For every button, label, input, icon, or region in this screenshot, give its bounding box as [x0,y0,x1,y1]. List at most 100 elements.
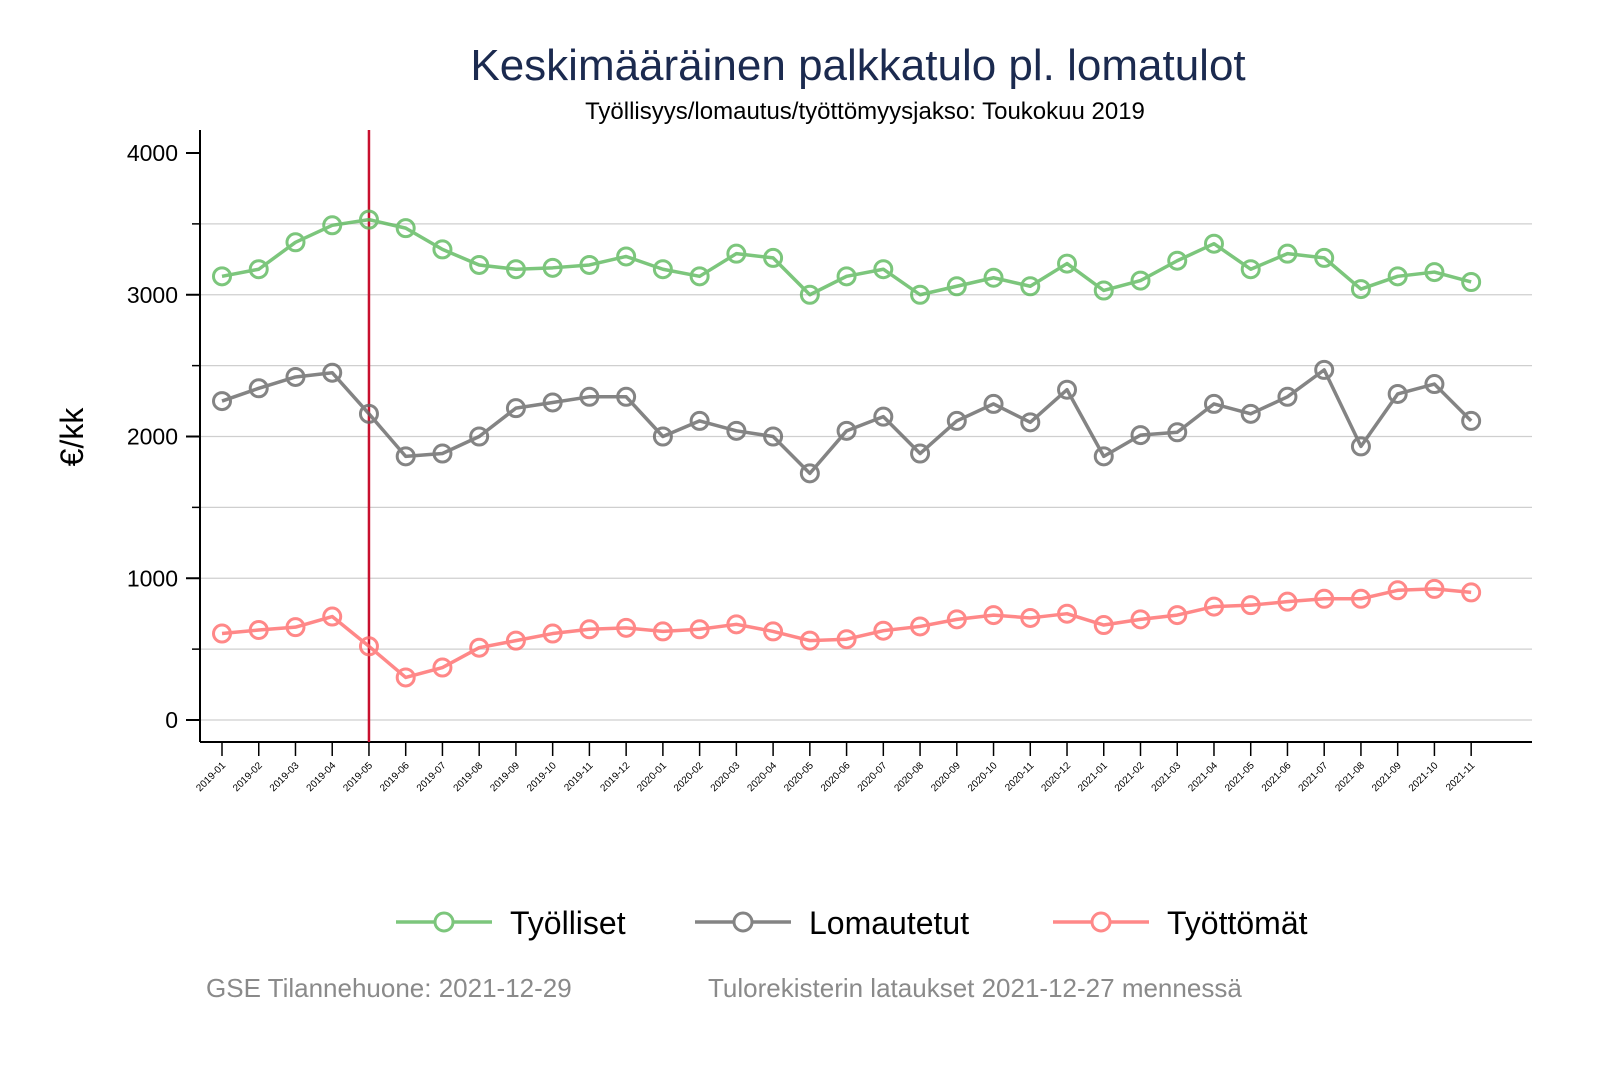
series-ty-tt-m-t [212,578,1482,688]
data-point [212,266,232,287]
data-point [1314,588,1335,609]
data-point [322,606,343,627]
x-tick-label: 2019-03 [268,760,302,794]
data-point [358,209,379,230]
x-tick-label: 2020-03 [709,760,743,794]
x-tick-label: 2020-08 [892,760,926,794]
x-tick-label: 2019-01 [194,760,228,794]
data-point [1203,233,1224,254]
series-line [221,217,1472,297]
series-line [221,368,1473,476]
data-point [542,392,563,413]
x-tick-label: 2020-10 [966,760,1000,794]
x-tick-label: 2019-06 [378,760,412,794]
data-point [1203,596,1224,617]
data-point [1167,605,1188,626]
legend-label: Lomautetut [809,905,969,941]
y-tick-label: 1000 [127,565,178,591]
data-point [799,463,820,484]
x-tick-label: 2020-02 [672,760,706,794]
data-point [322,215,343,236]
data-point [579,386,600,407]
data-point [873,259,894,280]
data-point [358,403,379,424]
x-tick-label: 2021-02 [1113,760,1147,794]
x-tick-label: 2020-12 [1039,760,1073,794]
data-point [542,257,563,278]
data-point [763,426,784,447]
data-point [432,443,453,464]
legend-item: Lomautetut [695,905,969,941]
data-point [1387,266,1408,287]
data-point [946,410,967,431]
data-point [212,623,232,644]
legend-marker [433,911,455,933]
x-tick-label: 2021-03 [1150,760,1184,794]
data-point [469,426,490,447]
legend-swatch [396,911,492,933]
data-point [726,420,747,441]
series-ty-lliset [212,209,1482,305]
x-tick-label: 2019-05 [341,760,375,794]
data-point [1387,580,1408,601]
series-group [212,209,1482,688]
data-point [763,621,784,642]
data-point [652,426,673,447]
data-point [1424,262,1445,283]
legend-label: Työlliset [510,905,626,941]
footnote-data-cutoff: Tulorekisterin lataukset 2021-12-27 menn… [708,973,1242,1003]
data-point [469,254,490,275]
footnote-source: GSE Tilannehuone: 2021-12-29 [206,973,572,1003]
data-point [946,276,967,297]
data-point [1350,436,1371,457]
data-point [1130,609,1151,630]
data-point [1057,603,1078,624]
data-point [799,630,820,651]
x-tick-label: 2019-12 [599,760,633,794]
x-tick-label: 2021-10 [1407,760,1441,794]
data-point [1167,250,1188,271]
y-tick-label: 0 [165,707,178,733]
x-tick-label: 2019-07 [415,760,449,794]
legend-label: Työttömät [1167,905,1308,941]
data-point [616,617,637,638]
data-point [1350,279,1371,300]
data-point [505,630,526,651]
data-point [1240,259,1261,280]
legend-marker [1090,911,1112,933]
data-point [1277,386,1298,407]
legend: Työlliset Lomautetut Työttömät [396,905,1308,941]
data-point [616,386,637,407]
data-point [873,406,894,427]
data-point [395,446,416,467]
data-point [836,266,857,287]
legend-swatch [1053,911,1149,933]
x-tick-label: 2019-04 [305,760,339,794]
x-axis: 2019-01 2019-02 2019-03 2019-04 2019-05 2019-… [194,741,1532,794]
data-point [212,391,232,412]
data-point [1461,271,1482,292]
data-point [726,614,747,635]
data-point [1093,615,1114,636]
data-point [799,284,820,305]
x-tick-label: 2020-06 [819,760,853,794]
series-line [221,587,1472,680]
legend-marker [732,911,754,933]
data-point [983,605,1004,626]
x-tick-label: 2021-05 [1223,760,1257,794]
data-point [910,284,931,305]
data-point [1461,582,1482,603]
data-point [983,267,1004,288]
data-point [1350,588,1371,609]
data-point [1020,276,1041,297]
data-point [1093,446,1114,467]
x-tick-label: 2020-04 [745,760,779,794]
x-tick-label: 2020-01 [635,760,669,794]
data-point [1203,393,1224,414]
data-point [542,623,563,644]
x-tick-label: 2021-07 [1297,760,1331,794]
legend-item: Työlliset [396,905,626,941]
y-axis: 0 1000 2000 3000 4000 [127,130,201,742]
y-tick-label: 2000 [127,424,178,450]
data-point [910,616,931,637]
